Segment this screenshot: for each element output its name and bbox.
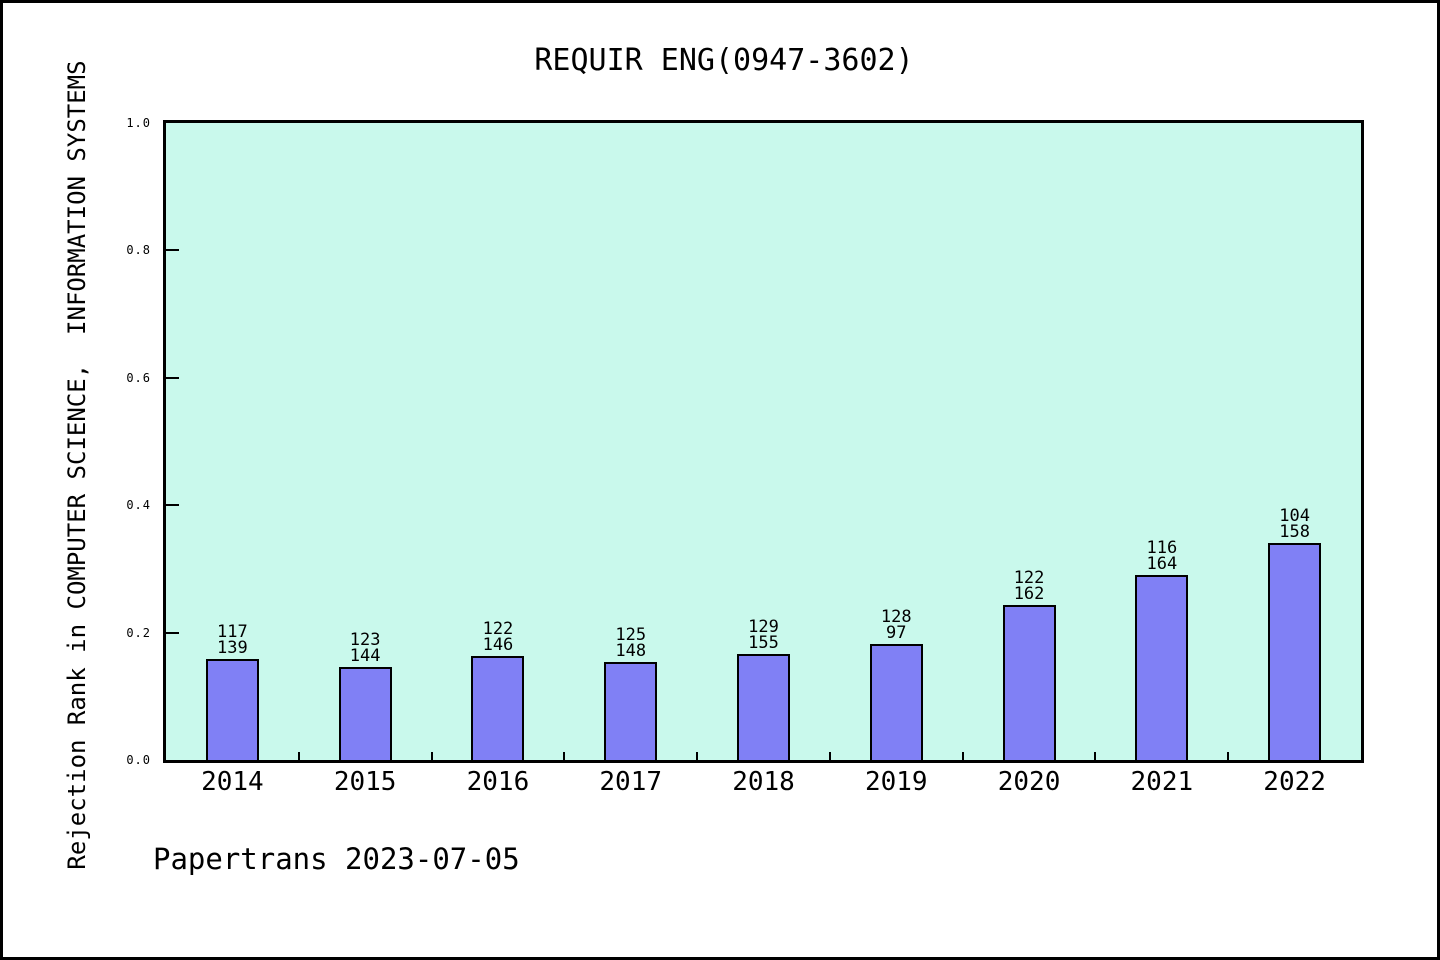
bar-2020 [1002, 604, 1056, 760]
x-axis-tick [430, 752, 433, 760]
x-axis-tick [563, 752, 566, 760]
y-tick-label: 0.6 [126, 370, 151, 385]
y-tick-label: 0.4 [126, 498, 151, 513]
bar-2018 [737, 654, 790, 760]
x-axis-tick [297, 752, 300, 760]
x-axis-tick [961, 752, 964, 760]
bar-value-label-2021: 116 164 [1146, 537, 1178, 574]
y-axis-tick [166, 376, 179, 379]
y-tick-label: 0.2 [126, 625, 151, 640]
y-axis-tick [166, 249, 179, 252]
x-axis-tick [1227, 752, 1230, 760]
bar-2022 [1268, 543, 1322, 760]
x-axis-tick-labels: 2014 2015 2016 2017 2018 2019 2020 2021 2022 [163, 767, 1364, 801]
x-tick-label-2018: 2018 [732, 767, 795, 797]
x-axis-tick [1094, 752, 1097, 760]
y-axis-tick-labels: 0.0 0.2 0.4 0.6 0.8 1.0 [3, 116, 156, 767]
bar-value-label-2017: 125 148 [615, 624, 647, 661]
x-tick-label-2020: 2020 [997, 767, 1061, 797]
bar-value-label-2022: 104 158 [1279, 506, 1310, 543]
x-axis-tick [828, 752, 831, 760]
x-tick-label-2022: 2022 [1263, 767, 1326, 797]
plot-area: 117 139 123 144 122 146 125 148 129 155 128 9… [163, 120, 1364, 763]
y-tick-label: 0.8 [126, 243, 151, 258]
y-axis-tick [166, 504, 179, 507]
bar-2017 [604, 661, 658, 760]
bar-2021 [1135, 574, 1189, 760]
y-axis-tick [166, 631, 179, 634]
x-tick-label-2019: 2019 [864, 767, 928, 797]
x-tick-label-2015: 2015 [333, 767, 397, 797]
bar-2016 [471, 655, 525, 760]
chart-title: REQUIR ENG(0947-3602) [534, 43, 914, 78]
x-axis-tick [696, 752, 699, 760]
bar-value-label-2020: 122 162 [1013, 567, 1045, 604]
x-tick-label-2017: 2017 [599, 767, 663, 797]
bar-2014 [205, 659, 259, 760]
y-tick-label: 0.0 [126, 753, 151, 767]
bar-2015 [338, 667, 392, 760]
bar-value-label-2014: 117 139 [217, 622, 248, 659]
bar-2019 [869, 644, 923, 760]
bar-value-label-2019: 128 97 [880, 607, 912, 644]
x-tick-label-2021: 2021 [1130, 767, 1194, 797]
y-tick-label: 1.0 [126, 116, 151, 130]
bar-value-label-2016: 122 146 [482, 618, 514, 655]
x-tick-label-2016: 2016 [466, 767, 530, 797]
bar-value-label-2018: 129 155 [748, 617, 779, 654]
footer-watermark: Papertrans 2023-07-05 [153, 842, 520, 876]
x-tick-label-2014: 2014 [201, 767, 264, 797]
bar-value-label-2015: 123 144 [349, 630, 381, 666]
